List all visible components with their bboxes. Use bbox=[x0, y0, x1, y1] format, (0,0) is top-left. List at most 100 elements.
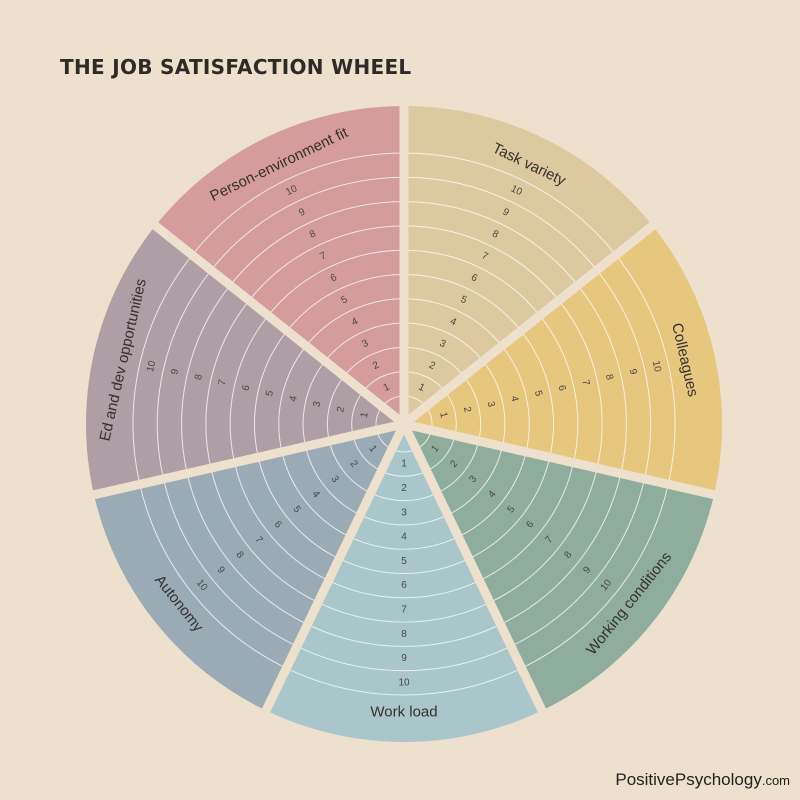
scale-ring bbox=[296, 645, 512, 672]
segment-wedge bbox=[266, 424, 542, 743]
scale-ring bbox=[267, 249, 405, 316]
scale-ring bbox=[181, 285, 231, 474]
scale-number: 3 bbox=[361, 338, 371, 351]
scale-number: 9 bbox=[581, 564, 593, 576]
segment-divider bbox=[149, 219, 407, 428]
scale-ring bbox=[500, 473, 622, 625]
scale-number: 6 bbox=[556, 384, 568, 392]
segment-divider bbox=[399, 422, 548, 717]
scale-number: 10 bbox=[509, 183, 524, 198]
scale-number: 8 bbox=[308, 228, 318, 241]
scale-number: 4 bbox=[350, 316, 360, 329]
scale-ring bbox=[403, 225, 560, 301]
scale-number: 9 bbox=[627, 368, 639, 376]
scale-number: 5 bbox=[532, 390, 544, 398]
scale-ring bbox=[482, 360, 506, 447]
scale-ring bbox=[210, 467, 319, 603]
scale-number: 8 bbox=[234, 549, 246, 561]
segment-wedge bbox=[86, 225, 404, 495]
scale-number: 8 bbox=[193, 373, 205, 381]
scale-number: 7 bbox=[318, 250, 328, 263]
scale-number: 7 bbox=[579, 379, 591, 387]
scale-number: 1 bbox=[429, 443, 441, 455]
scale-ring bbox=[403, 322, 484, 362]
scale-ring bbox=[403, 346, 465, 377]
segment-divider bbox=[401, 219, 659, 428]
scale-ring bbox=[156, 269, 212, 480]
scale-number: 1 bbox=[401, 459, 407, 470]
scale-ring bbox=[257, 457, 340, 560]
scale-number: 9 bbox=[501, 207, 511, 220]
scale-ring bbox=[558, 300, 603, 469]
scale-number: 6 bbox=[469, 272, 479, 285]
scale-ring bbox=[349, 536, 459, 550]
scale-number: 2 bbox=[401, 483, 407, 494]
scale-number: 3 bbox=[311, 400, 323, 408]
scale-number: 6 bbox=[524, 519, 536, 531]
scale-number: 5 bbox=[505, 504, 517, 516]
scale-number: 5 bbox=[401, 556, 407, 567]
scale-number: 2 bbox=[371, 360, 381, 373]
scale-number: 9 bbox=[297, 206, 307, 219]
scale-ring bbox=[132, 254, 193, 485]
scale-number: 6 bbox=[401, 580, 407, 591]
scale-number: 3 bbox=[438, 338, 448, 351]
scale-number: 7 bbox=[217, 378, 229, 386]
scale-ring bbox=[370, 492, 438, 502]
scale-number: 3 bbox=[485, 400, 497, 408]
scale-number: 4 bbox=[486, 489, 498, 501]
scale-ring bbox=[437, 440, 480, 494]
scale-ring bbox=[520, 330, 554, 458]
scale-number: 5 bbox=[459, 294, 469, 307]
scale-number: 3 bbox=[329, 474, 341, 486]
scale-ring bbox=[403, 249, 541, 316]
scale-ring bbox=[539, 315, 579, 463]
scale-ring bbox=[302, 360, 326, 447]
scale-ring bbox=[328, 440, 371, 494]
scale-number: 1 bbox=[417, 382, 427, 395]
scale-number: 4 bbox=[310, 489, 322, 501]
scale-number: 1 bbox=[437, 411, 449, 419]
segment-wedge bbox=[93, 424, 404, 711]
scale-ring bbox=[317, 602, 491, 623]
scale-number: 2 bbox=[348, 459, 360, 471]
scale-ring bbox=[479, 462, 574, 582]
scale-ring bbox=[458, 451, 527, 538]
scale-ring bbox=[510, 478, 646, 647]
scale-ring bbox=[403, 274, 522, 332]
scale-number: 9 bbox=[215, 565, 227, 577]
scale-ring bbox=[286, 274, 405, 332]
scale-ring bbox=[162, 478, 298, 647]
scale-number: 7 bbox=[253, 534, 265, 546]
scale-number: 2 bbox=[335, 405, 347, 413]
scale-ring bbox=[463, 375, 482, 442]
scale-ring bbox=[205, 300, 250, 469]
scale-ring bbox=[191, 152, 405, 256]
scale-number: 6 bbox=[329, 272, 339, 285]
scale-number: 1 bbox=[359, 411, 371, 419]
scale-number: 4 bbox=[448, 316, 458, 329]
scale-ring bbox=[229, 315, 269, 463]
scale-number: 5 bbox=[340, 294, 350, 307]
scale-ring bbox=[403, 152, 617, 256]
brand-suffix: .com bbox=[761, 773, 790, 788]
scale-ring bbox=[186, 473, 308, 625]
scale-number: 9 bbox=[169, 367, 181, 375]
scale-number: 1 bbox=[367, 443, 379, 455]
scale-ring bbox=[234, 462, 329, 582]
scale-ring bbox=[521, 484, 669, 669]
scale-ring bbox=[328, 580, 480, 599]
brand-logo: PositivePsychology.com bbox=[615, 770, 790, 790]
scale-ring bbox=[338, 558, 470, 575]
scale-ring bbox=[577, 285, 627, 474]
scale-ring bbox=[286, 667, 522, 696]
segment-label: Work load bbox=[370, 704, 437, 721]
scale-ring bbox=[254, 330, 288, 458]
scale-number: 9 bbox=[401, 653, 407, 664]
scale-number: 5 bbox=[264, 389, 276, 397]
scale-number: 2 bbox=[461, 406, 473, 414]
scale-number: 2 bbox=[427, 360, 437, 373]
